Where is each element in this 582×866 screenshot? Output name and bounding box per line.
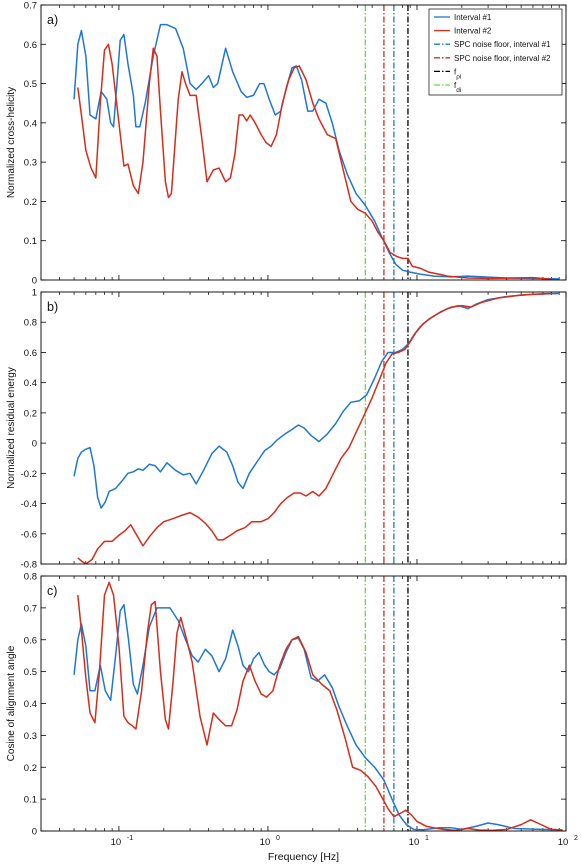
y-tick-label: 0.1 [24,795,37,806]
x-tick-label: 10 [558,837,569,848]
series-interval-2-line [77,292,552,564]
legend-label: SPC noise floor, interval #1 [454,40,551,49]
minor-ticks [40,292,560,564]
axes-frame [40,291,567,565]
y-tick-label: 0.4 [24,699,37,710]
series-interval-1-line [73,292,560,509]
y-tick-label: -0.6 [21,529,37,540]
legend-label: Interval #1 [454,13,492,22]
legend-box [428,8,563,96]
axes-frame [40,575,567,832]
y-tick-label: -0.4 [21,499,37,510]
y-axis-label: Cosine of alignment angle [6,645,17,761]
series-interval-1-line [73,23,560,280]
x-tick-label: 10 [260,837,271,848]
legend: Interval #1 Interval #2 SPC noise floor, i… [428,8,563,96]
y-tick-label: 0 [32,827,37,838]
legend-label: fρi [454,67,461,80]
y-tick-label: 0.7 [24,1,37,12]
series-interval-2-line [77,581,563,831]
x-tick-exponent: -1 [127,835,133,842]
y-tick-label: 0.6 [24,348,37,359]
reference-lines [364,576,409,831]
minor-ticks [40,576,560,831]
reference-lines [364,292,409,564]
y-tick-label: -0.8 [21,560,37,571]
series-interval-2-line [77,43,552,280]
x-tick-label: 10 [111,837,122,848]
y-tick-label: 1 [32,288,37,299]
series-group [73,581,563,831]
y-axis-label: Normalized cross-helicity [6,87,17,198]
y-tick-label: 0.5 [24,79,37,90]
panel-b: -0.8 -0.6 -0.4 -0.2 0 0.2 0.4 0.6 0.8 1 Normalized… [6,288,567,571]
x-tick-exponent: 2 [574,835,578,842]
y-tick-label: -0.2 [21,469,37,480]
panel-c: 0 0.1 0.2 0.3 0.4 0.5 0.6 0.7 0.8 Cosine of align… [6,572,567,838]
panel-a: 0 0.1 0.2 0.3 0.4 0.5 0.6 0.7 Normalized cross-h… [6,1,567,287]
x-tick-label: 10 [409,837,420,848]
y-axis-label: Normalized residual energy [6,367,17,489]
axes-frame [40,4,567,281]
y-tick-label: 0 [32,276,37,287]
y-tick-label: 0.5 [24,667,37,678]
x-tick-exponent: 0 [276,835,280,842]
y-tick-label: 0.3 [24,158,37,169]
y-tick-label: 0.4 [24,378,37,389]
series-group [73,292,560,564]
y-tick-label: 0.7 [24,603,37,614]
y-tick-label: 0.6 [24,635,37,646]
series-interval-1-line [73,603,560,831]
legend-label: SPC noise floor, interval #2 [454,54,551,63]
panel-label: b) [47,300,58,314]
legend-label: fdi [454,81,461,94]
y-tick-label: 0 [32,439,37,450]
y-tick-label: 0.1 [24,236,37,247]
panel-label: c) [47,584,57,598]
y-tick-label: 0.3 [24,731,37,742]
panel-label: a) [47,13,58,27]
y-tick-label: 0.2 [24,763,37,774]
y-tick-label: 0.8 [24,572,37,583]
y-tick-label: 0.8 [24,318,37,329]
legend-label: Interval #2 [454,27,492,36]
y-tick-label: 0.2 [24,408,37,419]
y-tick-label: 0.6 [24,40,37,51]
y-tick-label: 0.2 [24,197,37,208]
x-tick-exponent: 1 [425,835,429,842]
series-group [73,23,560,280]
reference-lines [364,5,409,280]
x-axis-label: Frequency [Hz] [268,851,339,863]
y-tick-label: 0.4 [24,118,37,129]
